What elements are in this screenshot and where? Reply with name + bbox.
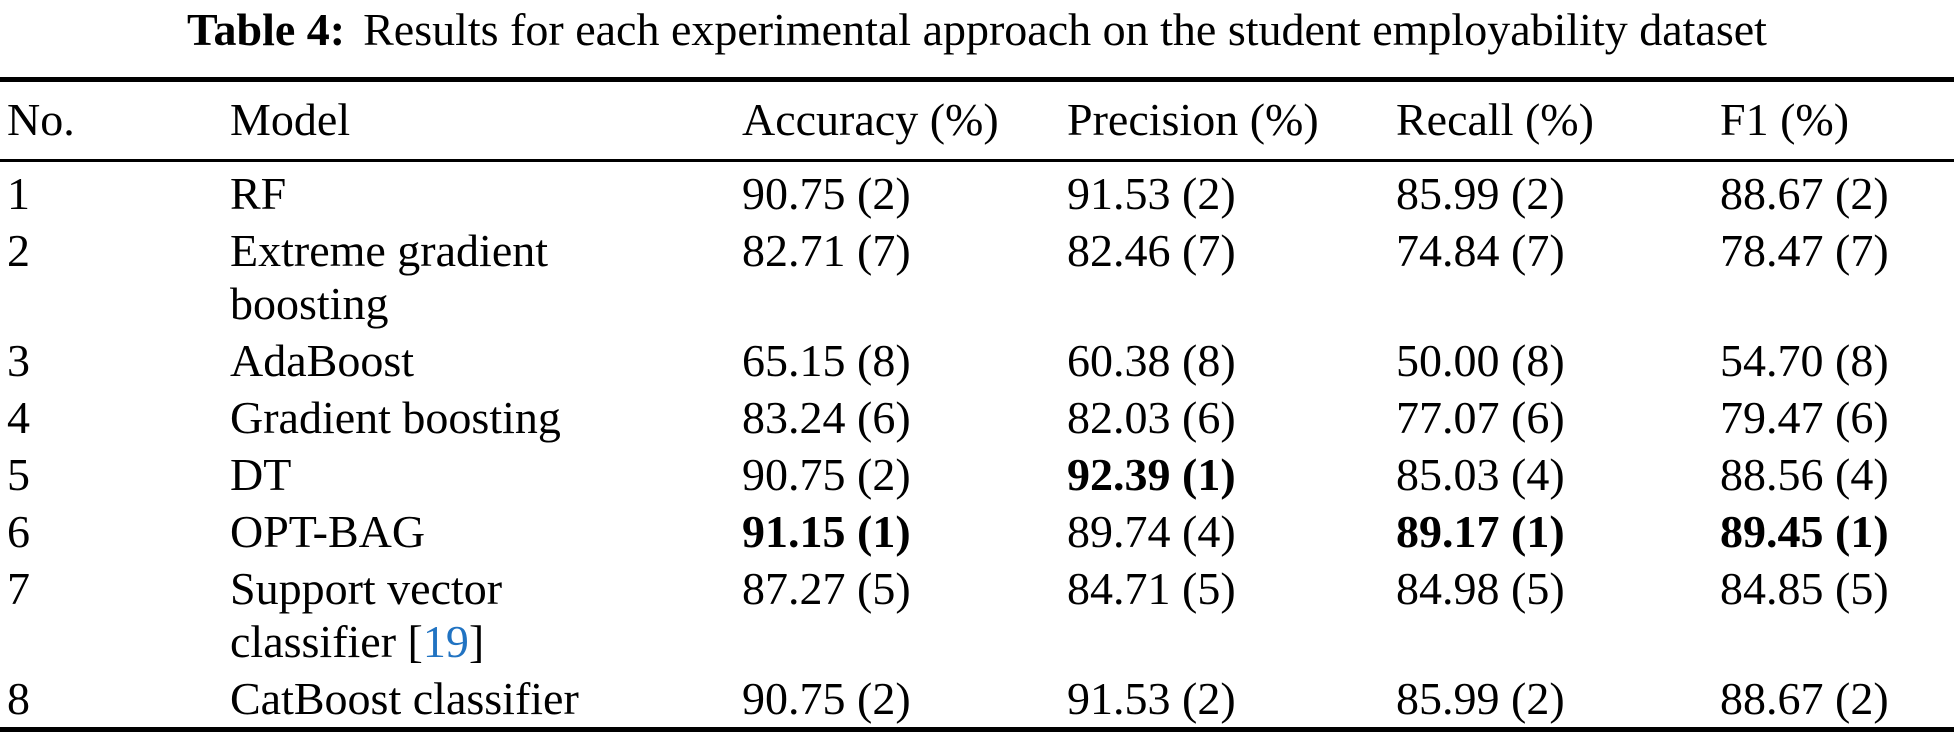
column-header-accuracy: Accuracy (%) [742,79,1067,162]
cell-recall: 85.99 (2) [1396,673,1565,724]
cell-f1: 88.56 (4) [1720,449,1889,500]
citation-link[interactable]: 19 [422,616,469,667]
column-header-recall: Recall (%) [1396,79,1720,162]
cell-f1: 79.47 (6) [1720,392,1889,443]
cell-recall: 77.07 (6) [1396,392,1565,443]
cell-accuracy: 65.15 (8) [742,335,911,386]
cell-no: 2 [7,225,30,276]
table-row: 8 CatBoost classifier 90.75 (2) 91.53 (2… [0,670,1954,730]
cell-f1: 88.67 (2) [1720,673,1889,724]
cell-precision: 89.74 (4) [1067,506,1236,557]
cell-recall: 74.84 (7) [1396,225,1565,276]
cell-model: OPT-BAG [230,506,426,557]
cell-f1: 78.47 (7) [1720,225,1889,276]
cell-recall: 84.98 (5) [1396,563,1565,614]
column-header-no: No. [0,79,230,162]
cell-recall: 85.99 (2) [1396,168,1565,219]
cell-recall: 50.00 (8) [1396,335,1565,386]
table-caption: Table 4: Results for each experimental ap… [0,4,1954,56]
table-row: 5 DT 90.75 (2) 92.39 (1) 85.03 (4) 88.56… [0,446,1954,503]
cell-precision: 84.71 (5) [1067,563,1236,614]
table-header: No. Model Accuracy (%) Precision (%) Rec… [0,79,1954,162]
header-row: No. Model Accuracy (%) Precision (%) Rec… [0,79,1954,162]
cell-model: DT [230,449,292,500]
cell-f1: 84.85 (5) [1720,563,1889,614]
cell-no: 6 [7,506,30,557]
results-table: No. Model Accuracy (%) Precision (%) Rec… [0,77,1954,732]
table-row: 6 OPT-BAG 91.15 (1) 89.74 (4) 89.17 (1) … [0,503,1954,560]
cell-no: 5 [7,449,30,500]
cell-no: 1 [7,168,30,219]
cell-accuracy: 83.24 (6) [742,392,911,443]
cell-no: 3 [7,335,30,386]
cell-f1: 88.67 (2) [1720,168,1889,219]
table-caption-label: Table 4: [187,4,346,55]
cell-model: Gradient boosting [230,392,561,443]
cell-model: CatBoost classifier [230,673,579,724]
table-row: 7 Support vector classifier [19] 87.27 (… [0,560,1954,670]
column-header-precision: Precision (%) [1067,79,1396,162]
cell-accuracy: 82.71 (7) [742,225,911,276]
table-row: 3 AdaBoost 65.15 (8) 60.38 (8) 50.00 (8)… [0,332,1954,389]
cell-f1: 54.70 (8) [1720,335,1889,386]
cell-precision: 91.53 (2) [1067,168,1236,219]
cell-no: 8 [7,673,30,724]
table-row: 1 RF 90.75 (2) 91.53 (2) 85.99 (2) 88.67… [0,161,1954,223]
cell-accuracy: 90.75 (2) [742,449,911,500]
table-body: 1 RF 90.75 (2) 91.53 (2) 85.99 (2) 88.67… [0,161,1954,730]
cell-model: AdaBoost [230,335,414,386]
cell-precision: 82.03 (6) [1067,392,1236,443]
cell-recall: 85.03 (4) [1396,449,1565,500]
cell-no: 7 [7,563,30,614]
column-header-f1: F1 (%) [1720,79,1954,162]
table-row: 4 Gradient boosting 83.24 (6) 82.03 (6) … [0,389,1954,446]
cell-precision: 82.46 (7) [1067,225,1236,276]
cell-accuracy: 90.75 (2) [742,673,911,724]
cell-accuracy: 91.15 (1) [742,506,911,557]
cell-precision: 91.53 (2) [1067,673,1236,724]
cell-precision: 60.38 (8) [1067,335,1236,386]
cell-no: 4 [7,392,30,443]
table-row: 2 Extreme gradient boosting 82.71 (7) 82… [0,222,1954,332]
cell-f1: 89.45 (1) [1720,506,1889,557]
cell-model: Support vector classifier [19] [230,563,503,667]
cell-model: RF [230,168,287,219]
cell-recall: 89.17 (1) [1396,506,1565,557]
cell-accuracy: 90.75 (2) [742,168,911,219]
column-header-model: Model [230,79,742,162]
cell-model: Extreme gradient boosting [230,225,549,329]
cell-precision: 92.39 (1) [1067,449,1236,500]
cell-accuracy: 87.27 (5) [742,563,911,614]
table-caption-text: Results for each experimental approach o… [363,4,1767,55]
